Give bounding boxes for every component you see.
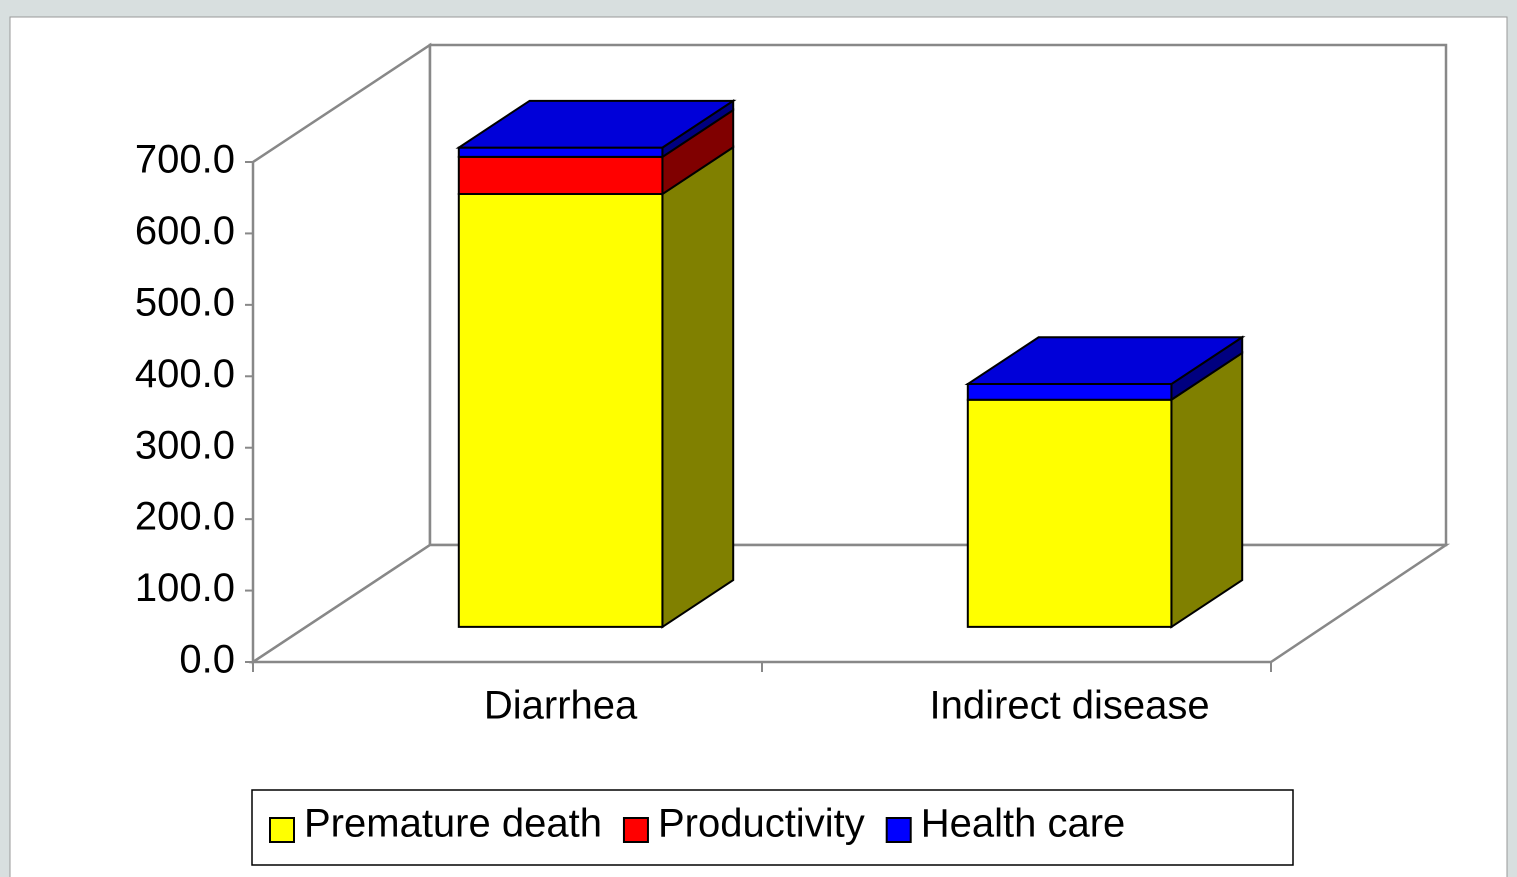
- bar-side: [1170, 351, 1244, 629]
- bar: [457, 146, 664, 158]
- y-tick-label: 700.0: [135, 138, 235, 182]
- bar-top: [455, 99, 737, 149]
- legend-label: Productivity: [658, 802, 865, 846]
- bar-side: [661, 145, 735, 629]
- legend-box: [251, 789, 1294, 866]
- y-tick-label: 0.0: [179, 638, 235, 682]
- bar-top: [964, 336, 1246, 386]
- y-tick-label: 400.0: [135, 352, 235, 396]
- y-tick-label: 300.0: [135, 423, 235, 467]
- x-tick-label: Indirect disease: [930, 684, 1210, 728]
- bar: [966, 398, 1173, 628]
- bar: [457, 193, 664, 628]
- legend-label: Premature death: [304, 802, 602, 846]
- y-tick-label: 200.0: [135, 495, 235, 539]
- y-tick-label: 600.0: [135, 209, 235, 253]
- legend-swatch: [269, 817, 295, 843]
- bar: [457, 155, 664, 196]
- floor: [248, 543, 1451, 664]
- y-tick-label: 100.0: [135, 566, 235, 610]
- x-tick-label: Diarrhea: [484, 684, 638, 728]
- y-tick-label: 500.0: [135, 280, 235, 324]
- legend-swatch: [885, 817, 912, 843]
- legend-swatch: [622, 817, 649, 843]
- legend-label: Health care: [921, 802, 1126, 846]
- bar: [966, 383, 1173, 401]
